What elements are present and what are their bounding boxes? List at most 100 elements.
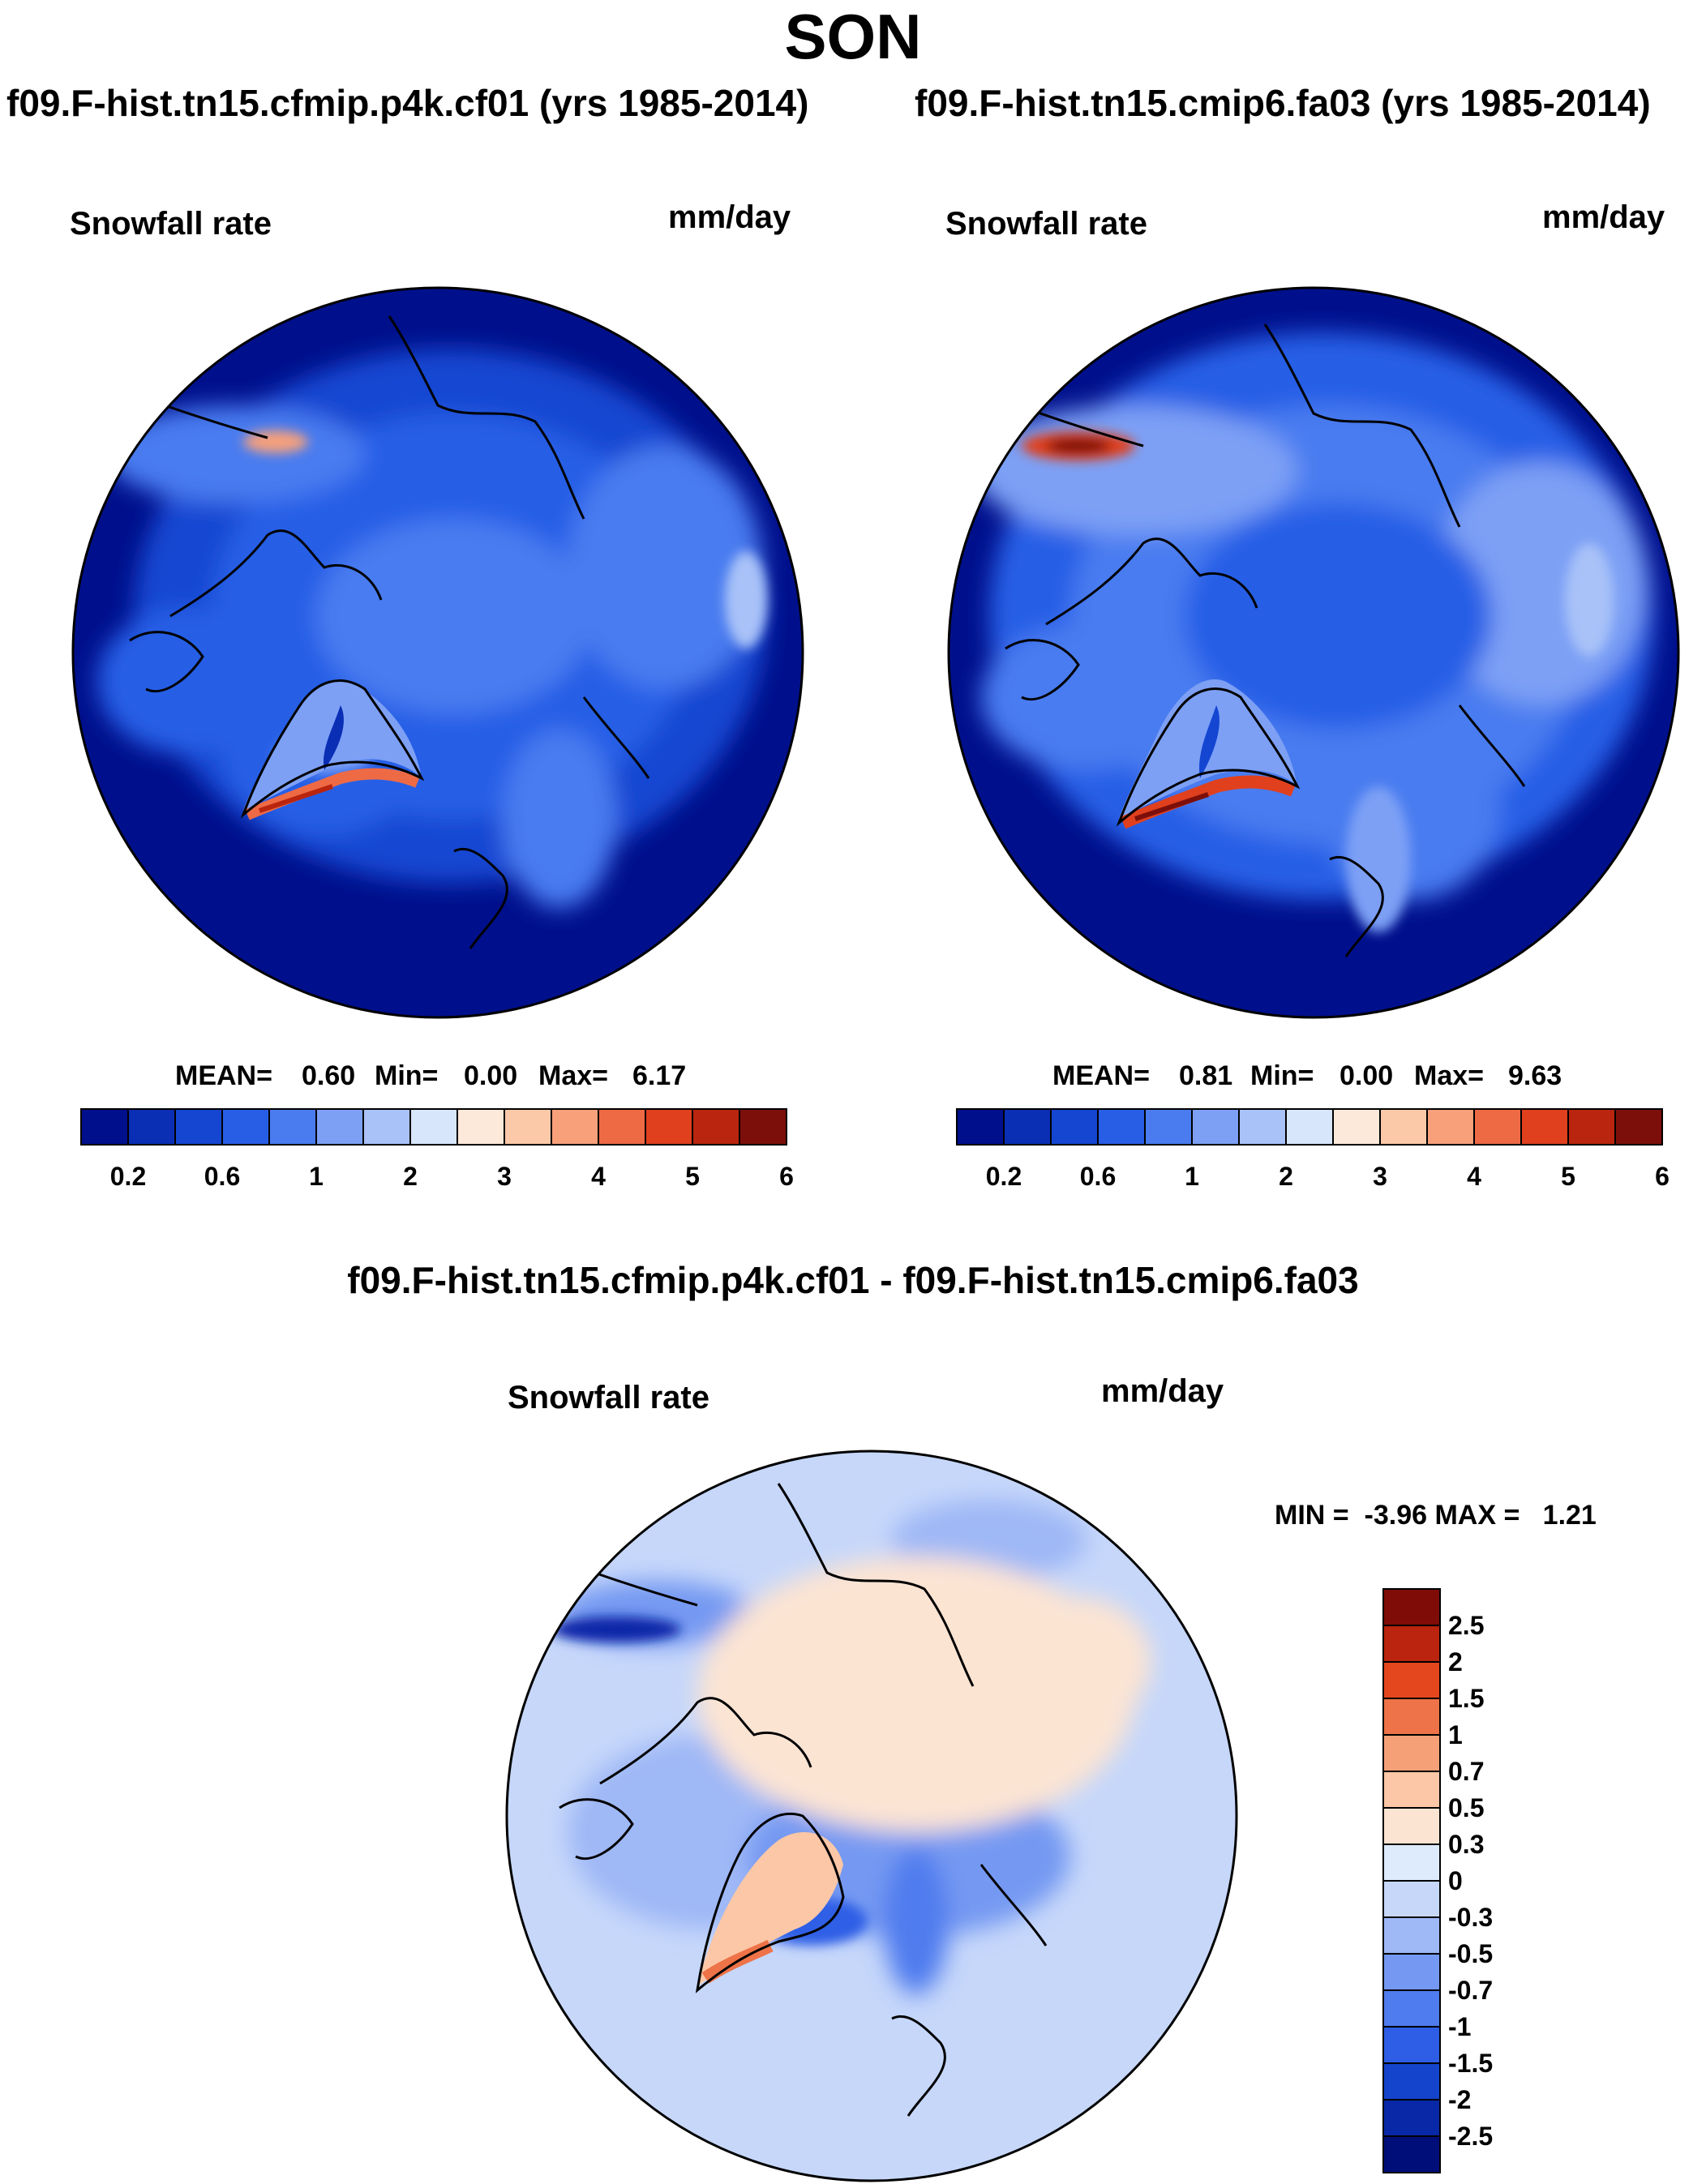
difference-colorbar-swatch <box>1382 1953 1441 1991</box>
right-colorbar-swatch <box>1520 1108 1569 1146</box>
left-colorbar-swatch <box>127 1108 176 1146</box>
left-colorbar-tick-label: 5 <box>685 1162 700 1191</box>
difference-colorbar-swatch <box>1382 1807 1441 1845</box>
left-colorbar-swatch <box>221 1108 270 1146</box>
left-colorbar-swatch <box>174 1108 223 1146</box>
left-panel-title: f09.F-hist.tn15.cfmip.p4k.cf01 (yrs 1985… <box>6 82 809 124</box>
right-colorbar-tick-label: 6 <box>1655 1162 1670 1191</box>
left-mean-value: 0.60 <box>302 1060 356 1091</box>
right-colorbar-swatch <box>1238 1108 1287 1146</box>
difference-colorbar-tick-label: -0.3 <box>1448 1903 1493 1932</box>
right-mean-label: MEAN= <box>1052 1060 1150 1091</box>
right-map-border <box>947 286 1680 1019</box>
difference-colorbar-swatch <box>1382 2062 1441 2100</box>
left-mean-label: MEAN= <box>175 1060 272 1091</box>
difference-title: f09.F-hist.tn15.cfmip.p4k.cf01 - f09.F-h… <box>347 1259 1359 1301</box>
difference-colorbar-tick-label: -0.7 <box>1448 1976 1493 2005</box>
difference-colorbar-tick-label: 0.3 <box>1448 1830 1484 1859</box>
difference-colorbar-swatch <box>1382 1880 1441 1918</box>
difference-map <box>507 1451 1237 2181</box>
right-colorbar-swatch <box>1285 1108 1334 1146</box>
difference-minmax: MIN = -3.96 MAX = 1.21 <box>1275 1500 1597 1531</box>
left-colorbar-tick-label: 6 <box>779 1162 794 1191</box>
left-min-label: Min= <box>375 1060 439 1091</box>
difference-map-border <box>505 1450 1238 2182</box>
difference-colorbar-tick-label: -2.5 <box>1448 2122 1493 2151</box>
left-colorbar-tick-label: 0.6 <box>204 1162 240 1191</box>
left-colorbar-swatch <box>362 1108 411 1146</box>
right-colorbar-swatch <box>1567 1108 1616 1146</box>
right-min-value: 0.00 <box>1340 1060 1394 1091</box>
right-colorbar-tick-label: 5 <box>1561 1162 1575 1191</box>
left-max-value: 6.17 <box>632 1060 687 1091</box>
left-colorbar-swatch <box>645 1108 693 1146</box>
difference-colorbar-tick-label: 1 <box>1448 1720 1463 1749</box>
difference-variable-label: Snowfall rate <box>508 1380 709 1415</box>
difference-colorbar-tick-label: -0.5 <box>1448 1939 1493 1968</box>
right-colorbar-swatch <box>1097 1108 1146 1146</box>
right-colorbar-swatch <box>956 1108 1005 1146</box>
left-colorbar-tick-label: 3 <box>497 1162 512 1191</box>
right-max-label: Max= <box>1414 1060 1484 1091</box>
right-mean-value: 0.81 <box>1179 1060 1233 1091</box>
difference-colorbar-tick-label: -1.5 <box>1448 2049 1493 2078</box>
right-colorbar-tick-label: 0.6 <box>1080 1162 1116 1191</box>
right-max-value: 9.63 <box>1508 1060 1562 1091</box>
left-colorbar-swatch <box>457 1108 505 1146</box>
right-colorbar-tick-label: 1 <box>1185 1162 1199 1191</box>
difference-colorbar-tick-label: -2 <box>1448 2085 1471 2114</box>
left-colorbar-tick-label: 0.2 <box>110 1162 146 1191</box>
left-colorbar-tick-label: 1 <box>309 1162 324 1191</box>
right-colorbar-tick-label: 3 <box>1373 1162 1387 1191</box>
left-colorbar-swatch <box>504 1108 552 1146</box>
left-variable-label: Snowfall rate <box>70 206 272 242</box>
right-colorbar-swatch <box>1191 1108 1240 1146</box>
right-colorbar-swatch <box>1050 1108 1099 1146</box>
difference-colorbar-swatch <box>1382 2099 1441 2137</box>
right-colorbar-swatch <box>1473 1108 1522 1146</box>
right-units-label: mm/day <box>1542 199 1665 235</box>
difference-colorbar-swatch <box>1382 1916 1441 1955</box>
difference-colorbar-tick-label: 0 <box>1448 1866 1463 1895</box>
left-map <box>73 288 803 1017</box>
left-colorbar-swatch <box>409 1108 458 1146</box>
difference-colorbar-swatch <box>1382 1771 1441 1809</box>
left-colorbar-swatch <box>692 1108 740 1146</box>
right-panel-title: f09.F-hist.tn15.cmip6.fa03 (yrs 1985-201… <box>915 82 1651 124</box>
difference-colorbar-swatch <box>1382 1698 1441 1736</box>
difference-colorbar-swatch <box>1382 1734 1441 1772</box>
left-colorbar-tick-label: 4 <box>591 1162 606 1191</box>
right-colorbar-tick-label: 0.2 <box>986 1162 1022 1191</box>
right-colorbar: 0.2 0.6 1 2 3 4 5 6 <box>956 1108 1670 1191</box>
left-colorbar: 0.2 0.6 1 2 3 4 5 6 <box>80 1108 794 1191</box>
difference-colorbar-swatch <box>1382 1661 1441 1699</box>
right-map <box>949 288 1678 1017</box>
difference-colorbar-tick-label: -1 <box>1448 2012 1471 2041</box>
difference-colorbar-tick-label: 0.7 <box>1448 1757 1484 1786</box>
difference-colorbar-swatch <box>1382 1844 1441 1882</box>
right-colorbar-swatch <box>1379 1108 1428 1146</box>
difference-colorbar: 2.5 2 1.5 1 0.7 0.5 0.3 0 -0.3 -0.5 -0.7 -1 -1.5 -2 -2… <box>1382 1588 1493 2173</box>
right-colorbar-swatch <box>1003 1108 1052 1146</box>
left-colorbar-swatch <box>315 1108 364 1146</box>
right-colorbar-swatch <box>1144 1108 1193 1146</box>
left-colorbar-swatch <box>551 1108 599 1146</box>
left-colorbar-swatch <box>598 1108 646 1146</box>
difference-colorbar-tick-label: 1.5 <box>1448 1684 1484 1713</box>
right-min-label: Min= <box>1250 1060 1314 1091</box>
difference-units-label: mm/day <box>1101 1373 1224 1409</box>
left-map-border <box>71 286 804 1019</box>
right-colorbar-swatch <box>1614 1108 1663 1146</box>
difference-colorbar-tick-label: 2 <box>1448 1647 1463 1677</box>
right-colorbar-swatch <box>1332 1108 1381 1146</box>
difference-colorbar-swatch <box>1382 1625 1441 1663</box>
left-colorbar-swatch <box>268 1108 317 1146</box>
difference-colorbar-tick-label: 2.5 <box>1448 1611 1484 1640</box>
right-colorbar-tick-label: 2 <box>1279 1162 1293 1191</box>
left-colorbar-swatch <box>80 1108 129 1146</box>
difference-colorbar-swatch <box>1382 2135 1441 2173</box>
difference-colorbar-swatch <box>1382 1588 1441 1626</box>
right-variable-label: Snowfall rate <box>945 206 1147 242</box>
left-colorbar-swatch <box>739 1108 787 1146</box>
